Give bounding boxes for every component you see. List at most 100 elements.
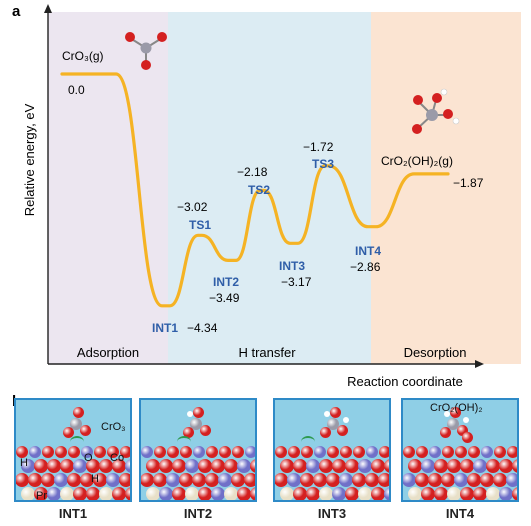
region-htransfer-bg	[168, 12, 371, 364]
oxygen-atom	[86, 459, 100, 473]
oxygen-atom	[280, 459, 294, 473]
cobalt-atom	[499, 487, 513, 500]
state-name-cro3: CrO₃(g)	[62, 49, 104, 63]
panel-a-label: a	[12, 3, 21, 20]
oxygen-atom	[421, 487, 435, 500]
praseodymium-atom	[358, 487, 372, 500]
state-energy-int2: −3.49	[209, 291, 240, 305]
hydrogen-atom	[323, 410, 331, 418]
panel-label-int3: INT3	[317, 506, 347, 521]
oxygen-atom	[449, 406, 461, 418]
structure-panel-int3	[273, 398, 391, 502]
oxygen-atom	[379, 446, 389, 458]
cobalt-atom	[506, 473, 517, 487]
oxygen-atom	[441, 473, 455, 487]
oxygen-atom	[300, 473, 314, 487]
state-energy-cro2oh2: −1.87	[453, 176, 484, 190]
oxygen-atom	[93, 473, 107, 487]
state-energy-int3: −3.17	[281, 275, 312, 289]
oxygen-atom	[219, 446, 231, 458]
oxygen-atom	[79, 424, 91, 436]
oxygen-atom	[167, 446, 179, 458]
oxygen-atom	[313, 473, 327, 487]
region-adsorption-bg	[48, 12, 168, 364]
oxygen-atom	[480, 473, 494, 487]
oxygen-atom	[94, 446, 106, 458]
h-transfer-arrow-icon	[177, 436, 191, 448]
panel-label-int2: INT2	[183, 506, 213, 521]
oxygen-atom	[28, 473, 42, 487]
oxygen-atom	[192, 406, 204, 418]
oxygen-atom	[172, 459, 186, 473]
oxygen-atom	[67, 473, 81, 487]
cobalt-atom	[218, 473, 232, 487]
cobalt-atom	[332, 487, 346, 500]
oxygen-atom	[353, 446, 365, 458]
cro3-molecule-icon	[125, 32, 167, 70]
oxygen-atom	[42, 446, 54, 458]
chromium-atom	[70, 418, 82, 430]
oxygen-atom	[182, 426, 194, 438]
praseodymium-atom	[319, 487, 333, 500]
oxygen-atom	[198, 459, 212, 473]
oxygen-atom	[141, 473, 154, 487]
oxygen-atom	[180, 446, 192, 458]
oxygen-atom	[460, 487, 474, 500]
oxygen-atom	[120, 446, 130, 458]
annotation-pr: Pr	[36, 490, 47, 502]
oxygen-atom	[153, 473, 167, 487]
oxygen-atom	[371, 459, 385, 473]
oxygen-atom	[371, 487, 385, 500]
chromium-atom	[447, 418, 459, 430]
oxygen-atom	[460, 459, 474, 473]
praseodymium-atom	[185, 487, 199, 500]
annotation-o: O	[84, 452, 93, 464]
oxygen-atom	[447, 459, 461, 473]
praseodymium-atom	[21, 487, 35, 500]
cobalt-atom	[54, 473, 68, 487]
oxygen-atom	[68, 446, 80, 458]
oxygen-atom	[159, 459, 173, 473]
oxygen-atom	[345, 459, 359, 473]
oxygen-atom	[146, 459, 160, 473]
cobalt-atom	[403, 473, 416, 487]
oxygen-atom	[329, 406, 341, 418]
cobalt-atom	[454, 473, 468, 487]
oxygen-atom	[250, 459, 255, 473]
x-axis-arrow	[475, 360, 484, 368]
region-label-desorption: Desorption	[404, 345, 467, 360]
panel-label-int4: INT4	[445, 506, 475, 521]
oxygen-atom	[16, 473, 29, 487]
cobalt-atom	[73, 459, 87, 473]
h-transfer-arrow-icon	[70, 436, 84, 448]
oxygen-atom	[326, 473, 340, 487]
hydrogen-atom	[462, 416, 470, 424]
oxygen-atom	[107, 446, 119, 458]
oxygen-atom	[55, 446, 67, 458]
oxygen-atom	[62, 426, 74, 438]
praseodymium-atom	[99, 487, 113, 500]
cobalt-atom	[237, 459, 251, 473]
oxygen-atom	[80, 473, 94, 487]
oxygen-atom	[224, 459, 238, 473]
state-name-ts1: TS1	[189, 218, 211, 232]
oxygen-atom	[319, 426, 331, 438]
cobalt-atom	[306, 459, 320, 473]
cobalt-atom	[421, 459, 435, 473]
oxygen-atom	[494, 446, 506, 458]
h-transfer-arrow-icon	[301, 436, 315, 448]
oxygen-atom	[327, 446, 339, 458]
oxygen-atom	[154, 446, 166, 458]
praseodymium-atom	[224, 487, 238, 500]
cobalt-atom	[47, 487, 61, 500]
cobalt-atom	[21, 459, 35, 473]
surface-model-int1	[16, 400, 130, 500]
oxygen-atom	[119, 473, 130, 487]
oxygen-atom	[16, 446, 28, 458]
state-energy-cro3: 0.0	[68, 83, 85, 97]
oxygen-atom	[384, 459, 389, 473]
state-name-ts3: TS3	[312, 157, 334, 171]
oxygen-atom	[205, 473, 219, 487]
cobalt-atom	[81, 446, 93, 458]
cobalt-atom	[185, 459, 199, 473]
